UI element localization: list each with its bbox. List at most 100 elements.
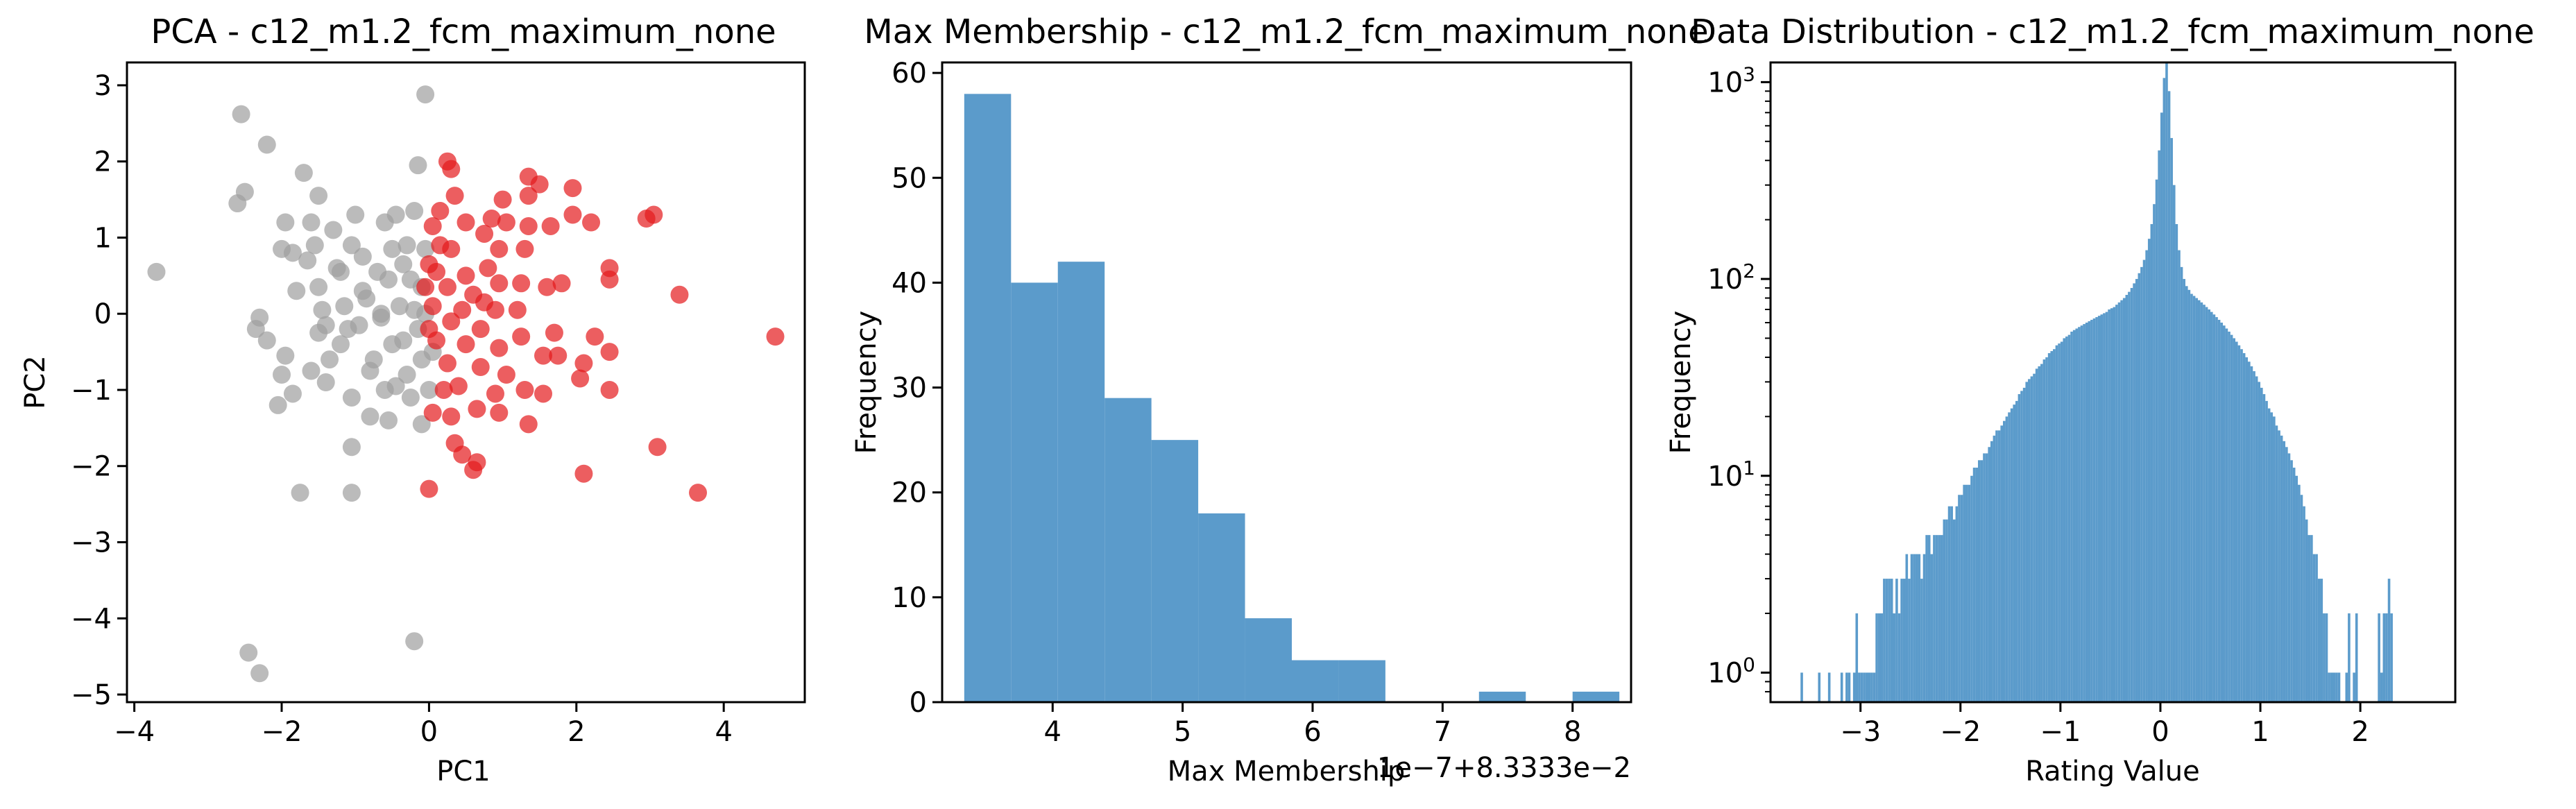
- membership-bar: [1338, 660, 1385, 702]
- distribution-bar: [1895, 579, 1898, 702]
- distribution-bar: [2085, 322, 2088, 703]
- y-tick-label: 3: [94, 70, 112, 102]
- x-tick-label: 2: [568, 716, 585, 748]
- x-tick-label: −1: [2040, 716, 2081, 748]
- distribution-bar: [2233, 338, 2236, 702]
- grey-point: [383, 239, 402, 258]
- membership-bar: [1478, 691, 1526, 702]
- distribution-bar: [1840, 672, 1843, 702]
- grey-point: [416, 239, 435, 258]
- distribution-bar: [1877, 613, 1881, 702]
- distribution-bar: [2078, 327, 2081, 702]
- distribution-bar: [2210, 312, 2213, 702]
- grey-point: [235, 182, 254, 201]
- distribution-bar: [1972, 468, 1976, 702]
- distribution-bar: [2195, 298, 2198, 702]
- grey-point: [353, 247, 372, 266]
- red-point: [479, 259, 497, 278]
- distribution-bar: [1977, 460, 1981, 702]
- y-tick-label: 60: [892, 58, 927, 90]
- distribution-bar: [2075, 328, 2079, 702]
- red-point: [423, 297, 442, 316]
- red-point: [431, 236, 450, 255]
- distribution-bar: [2000, 425, 2004, 702]
- distribution-bar: [2278, 430, 2280, 702]
- distribution-bar: [2382, 613, 2386, 702]
- distribution-bar: [2283, 441, 2286, 702]
- distribution-bar: [2033, 373, 2036, 702]
- red-point: [471, 358, 490, 377]
- distribution-bar: [1855, 613, 1859, 702]
- distribution-bar: [2237, 345, 2241, 702]
- distribution-bar: [2250, 366, 2253, 702]
- grey-point: [416, 85, 435, 104]
- grey-point: [394, 255, 413, 273]
- distribution-bar: [2008, 412, 2011, 702]
- distribution-bar: [1873, 672, 1876, 702]
- distribution-axes: −3 −2 −1 0 1 2 100 101 102 103: [1707, 62, 2369, 748]
- distribution-bar: [2215, 317, 2218, 703]
- grey-point: [398, 366, 416, 384]
- distribution-bar: [1975, 468, 1978, 702]
- grey-point: [375, 213, 394, 232]
- distribution-bar: [2320, 579, 2323, 702]
- distribution-bar: [2155, 179, 2158, 702]
- red-point: [538, 278, 556, 296]
- x-tick-label: 4: [715, 716, 732, 748]
- grey-point: [405, 202, 424, 221]
- membership-x-label: Max Membership: [1168, 756, 1406, 787]
- grey-point: [394, 331, 413, 350]
- x-tick-label: 8: [1564, 716, 1581, 748]
- distribution-bar: [2248, 361, 2251, 702]
- distribution-bar: [1922, 554, 1926, 702]
- red-point: [457, 335, 475, 354]
- grey-point: [298, 251, 317, 270]
- grey-point: [268, 395, 287, 414]
- red-point: [574, 464, 593, 483]
- distribution-bar: [2200, 302, 2203, 703]
- y-tick-label: 1: [94, 222, 112, 254]
- distribution-bar: [1952, 519, 1956, 702]
- grey-point: [291, 484, 309, 502]
- grey-point: [305, 236, 324, 255]
- distribution-bar: [2298, 484, 2301, 702]
- distribution-bar: [2135, 279, 2138, 702]
- grey-point: [276, 346, 295, 365]
- distribution-bar: [2255, 376, 2258, 702]
- red-point: [457, 266, 475, 285]
- distribution-bar: [2163, 78, 2166, 703]
- y-tick-label: 103: [1707, 62, 1755, 99]
- y-tick-label: 30: [892, 373, 927, 404]
- red-point: [563, 179, 582, 198]
- y-tick-label: 0: [910, 687, 927, 719]
- red-point: [534, 384, 553, 403]
- distribution-bar: [2105, 312, 2108, 702]
- distribution-bar: [2005, 416, 2008, 702]
- grey-point: [283, 384, 302, 403]
- red-point: [453, 300, 472, 319]
- red-point: [486, 384, 504, 403]
- distribution-bar: [2125, 295, 2129, 703]
- membership-panel: 4 5 6 7 8 0 10 20 30 40 50 60 Max Membership - c12_…: [851, 12, 1709, 787]
- distribution-bar: [2045, 357, 2048, 702]
- distribution-bar: [2167, 91, 2171, 702]
- distribution-bar: [2060, 341, 2063, 702]
- red-point: [438, 278, 457, 296]
- distribution-bar: [1800, 672, 1803, 702]
- distribution-bar: [1955, 506, 1959, 702]
- grey-point: [147, 262, 166, 281]
- grey-point: [401, 388, 420, 407]
- y-tick-label: 101: [1707, 457, 1755, 493]
- distribution-bar: [1963, 484, 1965, 702]
- red-point: [475, 224, 494, 243]
- membership-bar: [1291, 660, 1339, 702]
- grey-point: [324, 221, 343, 239]
- red-point: [519, 216, 538, 235]
- distribution-bar: [2178, 250, 2181, 702]
- distribution-title: Data Distribution - c12_m1.2_fcm_maximum…: [1691, 12, 2534, 51]
- red-point: [645, 205, 663, 224]
- membership-bar: [1104, 398, 1152, 702]
- grey-point: [346, 205, 365, 224]
- distribution-bar: [1848, 672, 1851, 702]
